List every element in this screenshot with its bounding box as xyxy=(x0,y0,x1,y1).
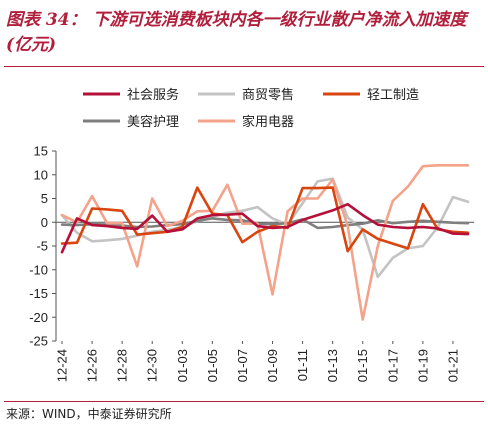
x-tick-label: 12-30 xyxy=(145,349,160,382)
y-tick-label: -15 xyxy=(29,286,48,301)
y-tick-label: -20 xyxy=(29,310,48,325)
series-line-4 xyxy=(60,164,470,321)
x-tick-label: 01-19 xyxy=(415,349,430,382)
legend-label: 美容护理 xyxy=(127,114,179,130)
legend-label: 家用电器 xyxy=(242,114,294,130)
y-tick-label: 15 xyxy=(34,144,48,159)
source-divider xyxy=(4,401,484,402)
x-tick-label: 01-13 xyxy=(325,349,340,382)
legend-label: 社会服务 xyxy=(127,87,179,103)
y-tick-label: -25 xyxy=(29,334,48,349)
y-tick-label: -10 xyxy=(29,262,48,277)
series-line-2 xyxy=(60,186,470,253)
series-line-1 xyxy=(60,177,470,279)
x-tick-label: 01-21 xyxy=(445,349,460,382)
y-tick-label: 5 xyxy=(41,191,48,206)
source-note: 来源：WIND，中泰证券研究所 xyxy=(6,407,172,421)
x-tick-label: 01-07 xyxy=(235,349,250,382)
x-tick-label: 12-24 xyxy=(55,349,70,382)
chart-title: 图表 34： 下游可选消费板块内各一级行业散户净流入加速度(亿元) xyxy=(6,10,467,55)
title-divider xyxy=(4,66,484,67)
x-tick-label: 01-03 xyxy=(175,349,190,382)
series-line-0 xyxy=(60,202,470,254)
x-tick-label: 01-09 xyxy=(265,349,280,382)
x-tick-label: 01-05 xyxy=(205,349,220,382)
axes: 15 10 5 0 -5 -10 -15 -20 -25 12-24 12-26 12-28 12-30… xyxy=(29,144,474,382)
x-tick-label: 12-28 xyxy=(115,349,130,382)
y-tick-label: 0 xyxy=(41,215,48,230)
series-lines xyxy=(60,164,470,321)
x-tick-label: 01-11 xyxy=(295,349,310,381)
x-tick-label: 12-26 xyxy=(85,349,100,382)
legend-label: 轻工制造 xyxy=(367,88,419,103)
x-tick-label: 01-15 xyxy=(355,349,370,382)
y-tick-label: -5 xyxy=(36,239,48,254)
y-tick-label: 10 xyxy=(34,167,48,182)
legend-label: 商贸零售 xyxy=(242,87,294,103)
series-line-3 xyxy=(60,217,470,230)
x-tick-label: 01-17 xyxy=(385,349,400,382)
